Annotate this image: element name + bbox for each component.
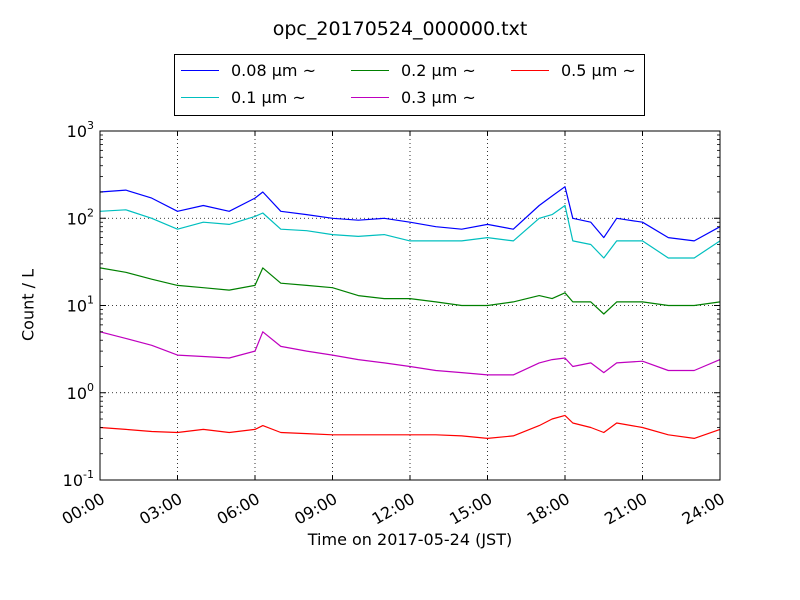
legend-label: 0.1 μm ~ [231,88,306,107]
data-series [99,186,721,439]
legend-item-0.3um: 0.3 μm ~ [351,88,476,107]
series-line-4 [99,414,721,439]
legend-swatch [351,97,389,98]
x-tick-label: 00:00 [59,489,108,529]
series-line-3 [99,331,721,376]
x-tick-label: 18:00 [524,489,573,529]
x-tick-label: 06:00 [214,489,263,529]
legend-item-0.5um: 0.5 μm ~ [511,61,636,80]
legend: 0.08 μm ~ 0.1 μm ~ 0.2 μm ~ 0.3 μm ~ 0.5… [174,54,645,116]
y-tick-label: 101 [67,294,94,316]
x-tick-label: 21:00 [601,489,650,529]
legend-item-0.2um: 0.2 μm ~ [351,61,476,80]
legend-item-0.1um: 0.1 μm ~ [181,88,306,107]
series-line-1 [99,204,721,259]
y-tick-label: 103 [67,119,94,141]
legend-label: 0.5 μm ~ [561,61,636,80]
y-tick-label: 100 [67,381,94,403]
x-axis-label: Time on 2017-05-24 (JST) [307,530,513,549]
legend-swatch [351,70,389,71]
grid-lines [100,131,720,480]
legend-swatch [181,97,219,98]
chart-title: opc_20170524_000000.txt [272,18,528,40]
series-line-2 [99,267,721,315]
axis-ticks: 00:00 03:00 06:00 09:00 12:00 15:00 18:00 21:00… [59,119,728,529]
legend-label: 0.08 μm ~ [231,61,316,80]
legend-swatch [181,70,219,71]
series-line-0 [99,186,721,242]
x-tick-label: 09:00 [291,489,340,529]
legend-swatch [511,70,549,71]
x-tick-label: 24:00 [679,489,728,529]
y-tick-label: 10-1 [63,468,94,490]
legend-item-0.08um: 0.08 μm ~ [181,61,316,80]
legend-label: 0.3 μm ~ [401,88,476,107]
legend-label: 0.2 μm ~ [401,61,476,80]
x-tick-label: 15:00 [446,489,495,529]
x-tick-label: 12:00 [369,489,418,529]
y-axis-label: Count / L [18,269,38,341]
x-tick-label: 03:00 [136,489,185,529]
y-tick-label: 102 [67,206,94,228]
